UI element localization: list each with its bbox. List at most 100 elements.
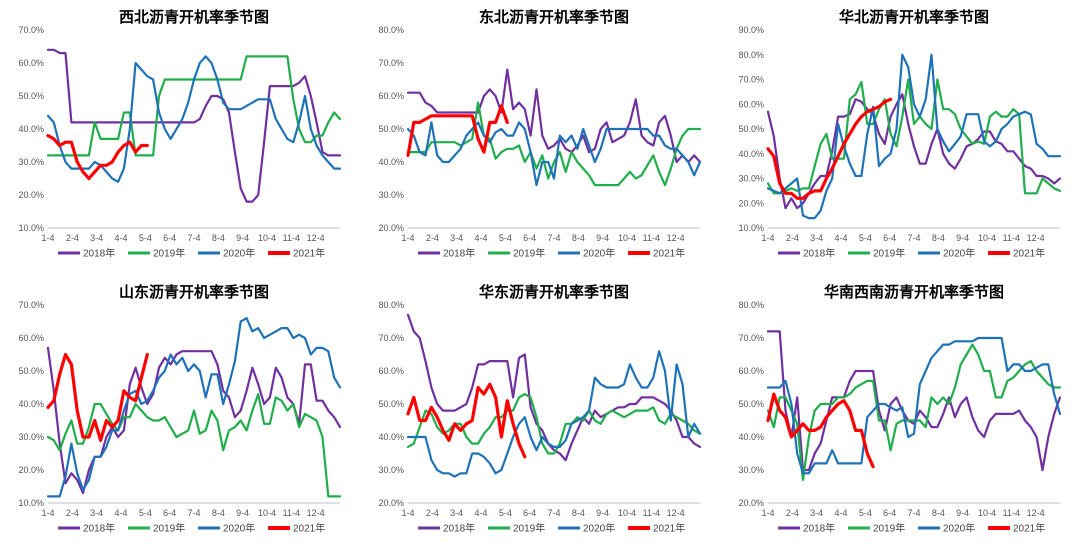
chart-svg: 山东沥青开机率季节图 10.0% 20.0% 30.0% 40.0% 50.0% 60.0%…: [18, 283, 342, 535]
y-tick-label: 30.0%: [378, 465, 404, 475]
legend-item: 2019年: [128, 522, 185, 535]
legend-item: 2019年: [848, 247, 905, 260]
y-tick-label: 40.0%: [378, 157, 404, 167]
y-tick-label: 50.0%: [18, 366, 44, 376]
legend-item: 2019年: [488, 522, 545, 535]
x-tick-label: 3-4: [810, 233, 823, 243]
x-tick-label: 10-4: [978, 233, 996, 243]
y-tick-label: 50.0%: [738, 399, 764, 409]
x-tick-label: 4-4: [474, 508, 487, 518]
y-tick-label: 80.0%: [378, 25, 404, 35]
series-line-2020年: [766, 53, 1062, 220]
series-line-2019年: [766, 78, 1062, 195]
y-tick-label: 50.0%: [18, 91, 44, 101]
x-tick-label: 6-4: [523, 508, 536, 518]
legend-label: 2018年: [443, 247, 475, 260]
x-tick-label: 9-4: [236, 233, 249, 243]
y-tick-label: 30.0%: [18, 432, 44, 442]
series-line-2020年: [406, 350, 702, 478]
legend-label: 2018年: [443, 522, 475, 535]
x-tick-label: 1-4: [41, 233, 54, 243]
legend-item: 2020年: [558, 247, 615, 260]
x-tick-label: 2-4: [426, 508, 439, 518]
y-tick-label: 30.0%: [738, 174, 764, 184]
legend-item: 2021年: [988, 522, 1045, 535]
legend-label: 2020年: [583, 247, 615, 260]
y-tick-label: 90.0%: [738, 25, 764, 35]
x-tick-label: 11-4: [283, 508, 300, 518]
x-tick-label: 7-4: [547, 233, 560, 243]
y-tick-label: 60.0%: [378, 91, 404, 101]
y-tick-label: 20.0%: [18, 465, 44, 475]
y-tick-label: 70.0%: [18, 300, 44, 310]
legend-label: 2021年: [653, 247, 685, 260]
legend-item: 2018年: [418, 247, 475, 260]
y-tick-label: 30.0%: [738, 465, 764, 475]
x-tick-label: 1-4: [761, 508, 774, 518]
x-tick-label: 8-4: [932, 508, 945, 518]
x-tick-label: 5-4: [859, 508, 872, 518]
y-tick-label: 80.0%: [738, 50, 764, 60]
legend-label: 2019年: [513, 247, 545, 260]
legend-item: 2018年: [58, 522, 115, 535]
x-tick-label: 2-4: [66, 508, 79, 518]
legend-item: 2018年: [778, 247, 835, 260]
y-tick-label: 80.0%: [378, 300, 404, 310]
x-tick-label: 2-4: [786, 508, 799, 518]
series-line-2018年: [46, 48, 342, 203]
legend-item: 2021年: [628, 247, 685, 260]
x-tick-label: 6-4: [883, 508, 896, 518]
x-tick-label: 3-4: [810, 508, 823, 518]
legend-label: 2020年: [223, 247, 255, 260]
y-tick-label: 50.0%: [378, 124, 404, 134]
x-tick-label: 6-4: [523, 233, 536, 243]
x-tick-label: 10-4: [258, 508, 276, 518]
x-tick-label: 4-4: [834, 508, 847, 518]
x-tick-label: 1-4: [401, 508, 414, 518]
y-tick-label: 10.0%: [18, 223, 44, 233]
chart-title: 华北沥青开机率季节图: [839, 8, 989, 26]
legend-label: 2020年: [223, 522, 255, 535]
x-tick-label: 5-4: [499, 233, 512, 243]
legend-label: 2019年: [513, 522, 545, 535]
series-line-2020年: [406, 121, 702, 187]
series-line-2018年: [766, 330, 1062, 472]
y-tick-label: 20.0%: [378, 223, 404, 233]
y-tick-label: 70.0%: [378, 58, 404, 68]
chart-svg: 西北沥青开机率季节图 10.0% 20.0% 30.0% 40.0% 50.0% 60.0%…: [18, 8, 342, 260]
x-tick-label: 3-4: [90, 508, 103, 518]
series-line-2018年: [766, 93, 1062, 210]
y-tick-label: 70.0%: [18, 25, 44, 35]
y-tick-label: 10.0%: [738, 223, 764, 233]
series-line-2021年: [46, 134, 149, 181]
legend-item: 2020年: [918, 247, 975, 260]
chart-svg: 华东沥青开机率季节图 20.0% 30.0% 40.0% 50.0% 60.0% 70.0%…: [378, 283, 702, 535]
x-tick-label: 8-4: [572, 233, 585, 243]
series-line-2019年: [406, 392, 702, 455]
series-line-2021年: [766, 392, 875, 469]
legend-item: 2019年: [488, 247, 545, 260]
y-tick-label: 60.0%: [18, 58, 44, 68]
legend-item: 2018年: [778, 522, 835, 535]
x-tick-label: 1-4: [401, 233, 414, 243]
chart-panel-5: 华东沥青开机率季节图 20.0% 30.0% 40.0% 50.0% 60.0% 70.0%…: [360, 275, 720, 549]
x-tick-label: 12-4: [307, 233, 325, 243]
x-tick-label: 11-4: [1003, 508, 1020, 518]
series-line-2021年: [46, 352, 149, 442]
x-tick-label: 7-4: [907, 508, 920, 518]
x-tick-label: 4-4: [114, 508, 127, 518]
legend-item: 2021年: [268, 522, 325, 535]
y-tick-label: 40.0%: [18, 124, 44, 134]
chart-title: 山东沥青开机率季节图: [119, 283, 269, 301]
legend-item: 2020年: [918, 522, 975, 535]
x-tick-label: 11-4: [1003, 233, 1020, 243]
chart-svg: 华南西南沥青开机率季节图 20.0% 30.0% 40.0% 50.0% 60.0% 70.…: [738, 283, 1062, 535]
chart-title: 东北沥青开机率季节图: [479, 8, 629, 26]
y-tick-label: 40.0%: [18, 399, 44, 409]
x-tick-label: 10-4: [618, 508, 636, 518]
x-tick-label: 1-4: [41, 508, 54, 518]
x-tick-label: 4-4: [474, 233, 487, 243]
series-line-2021年: [406, 104, 509, 157]
legend-item: 2019年: [128, 247, 185, 260]
series-line-2018年: [406, 68, 702, 164]
